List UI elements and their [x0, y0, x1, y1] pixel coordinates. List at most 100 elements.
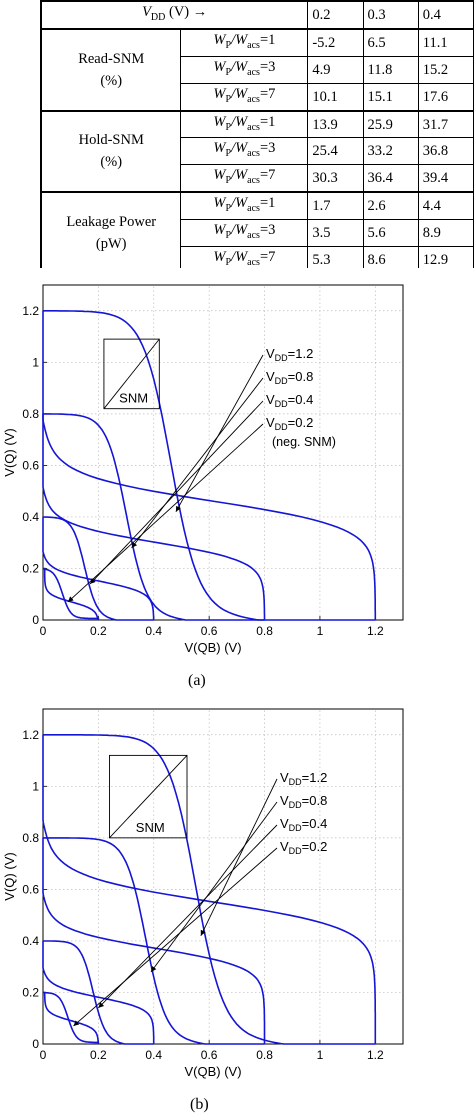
vdd-annotation-label: VDD=0.2 — [266, 415, 313, 432]
ratio-sub-acs: acs — [247, 203, 260, 215]
table-cell: 1.7 — [307, 191, 364, 221]
vdd-annotation-v: V — [280, 770, 289, 785]
x-tick-label: 1 — [317, 624, 324, 638]
table-row: WP/Wacs=3 25.4 33.2 36.8 — [41, 137, 474, 166]
table-cell: 6.5 — [362, 27, 419, 57]
vdd-annotation-value: =0.4 — [288, 392, 314, 407]
ratio-w: W — [213, 140, 226, 157]
x-tick-label: 0.4 — [145, 1048, 162, 1062]
vdd-annotation-value: =0.2 — [302, 839, 328, 854]
table-cell: -5.2 — [307, 27, 364, 57]
vdd-annotation-arrow — [67, 423, 264, 603]
vdd-value-cell: 0.2 — [307, 0, 364, 30]
vdd-annotation-label: VDD=0.4 — [280, 816, 327, 833]
x-tick-label: 0.8 — [256, 624, 273, 638]
vdd-annotation-value: =0.2 — [288, 415, 314, 430]
vdd-annotation-value: =0.8 — [288, 369, 314, 384]
metric-unit: (%) — [100, 154, 123, 171]
vdd-annotation-label: VDD=0.2 — [280, 839, 327, 856]
metric-label-cell: Hold-SNM (%) — [40, 109, 182, 193]
width-ratio-cell: WP/Wacs=3 — [180, 219, 309, 248]
x-tick-label: 1.2 — [367, 624, 384, 638]
y-tick-label: 0.6 — [22, 458, 39, 472]
ratio-w: W — [213, 113, 226, 130]
table-cell: 36.4 — [362, 164, 419, 193]
vdd-header-unit: (V) → — [165, 4, 208, 20]
ratio-value: =7 — [259, 167, 276, 184]
ratio-w: W — [213, 58, 226, 75]
ratio-mid: /W — [231, 113, 248, 130]
ratio-mid: /W — [231, 167, 248, 184]
table-cell: 10.1 — [307, 82, 364, 112]
table-row: WP/Wacs=7 30.3 36.4 39.4 — [41, 164, 474, 193]
table-cell: 4.4 — [417, 191, 474, 221]
ratio-w: W — [213, 31, 226, 48]
vdd-annotation-arrow — [89, 400, 264, 585]
y-tick-label: 0.6 — [22, 882, 39, 896]
butterfly-plot-a: 00 0.2 0.2 0.4 0.4 0.6 0.6 0.8 0.8 1 1 1.2 1.2 V(QB) … — [2, 284, 404, 655]
metric-unit: (pW) — [95, 236, 127, 253]
vtc-curve-forward — [42, 568, 100, 620]
vdd-annotation-arrow — [150, 801, 278, 973]
table-cell: 30.3 — [307, 164, 364, 193]
vdd-annotation-sub: DD — [275, 376, 288, 386]
table-cell: 25.9 — [362, 109, 419, 139]
x-tick-label: 0 — [40, 1048, 47, 1062]
neg-snm-note: (neg. SNM) — [272, 435, 336, 449]
vtc-curve-forward — [43, 991, 100, 1044]
x-tick-label: 0.2 — [90, 624, 107, 638]
metric-label-cell: Read-SNM (%) — [40, 27, 182, 112]
vtc-curve-forward — [43, 516, 154, 621]
metric-name: Leakage Power — [66, 214, 157, 231]
ratio-mid: /W — [231, 85, 248, 102]
y-tick-label: 0 — [32, 1037, 39, 1051]
ratio-w: W — [213, 222, 226, 239]
metric-unit: (%) — [100, 72, 123, 89]
y-tick-label: 1 — [32, 355, 39, 369]
ratio-w: W — [213, 195, 226, 212]
vdd-annotation-v: V — [266, 415, 275, 430]
table-cell: 5.6 — [362, 219, 419, 248]
table-cell: 12.9 — [417, 246, 474, 268]
ratio-sub-p: P — [225, 175, 232, 187]
vdd-value-cell: 0.4 — [417, 0, 474, 30]
table-cell: 2.6 — [362, 191, 419, 221]
vtc-curve-forward — [43, 413, 265, 621]
vtc-curve-forward — [43, 733, 376, 1045]
ratio-mid: /W — [231, 195, 248, 212]
vdd-annotation-v: V — [280, 816, 289, 831]
ratio-mid: /W — [231, 249, 248, 266]
ratio-w: W — [213, 249, 226, 266]
ratio-sub-p: P — [225, 121, 232, 133]
ratio-value: =1 — [259, 113, 276, 130]
ratio-value: =3 — [259, 140, 276, 157]
vdd-header-subscript: DD — [150, 11, 166, 23]
ratio-mid: /W — [231, 31, 248, 48]
ratio-sub-p: P — [225, 93, 232, 105]
table-cell: 33.2 — [362, 137, 419, 166]
vdd-annotation-label: VDD=0.4 — [266, 392, 313, 409]
table-cell: 11.8 — [362, 55, 419, 84]
ratio-value: =3 — [259, 58, 276, 75]
ratio-w: W — [213, 85, 226, 102]
vdd-annotation-arrow — [73, 847, 278, 1027]
x-tick-label: 0.4 — [145, 624, 162, 638]
x-axis-label: V(QB) (V) — [184, 1064, 241, 1079]
vdd-annotation-label: VDD=0.8 — [280, 793, 327, 810]
vtc-curve-mirror — [42, 837, 266, 1044]
table-cell: 36.8 — [417, 137, 474, 166]
ratio-sub-p: P — [225, 66, 232, 78]
width-ratio-cell: WP/Wacs=7 — [180, 82, 309, 112]
vdd-annotation: VDD=0.2 — [67, 415, 313, 603]
x-tick-label: 0.2 — [90, 1048, 107, 1062]
plot-frame — [42, 708, 404, 1045]
vdd-annotation: V DD =1.2 — [175, 346, 314, 512]
vtc-curve-forward — [42, 940, 154, 1045]
table-cell: 8.9 — [417, 219, 474, 248]
vdd-annotation-label: VDD=0.8 — [266, 369, 313, 386]
vdd-annotation-value: =1.2 — [288, 346, 314, 361]
vtc-curve-forward — [43, 309, 376, 621]
vdd-annotation-value: =0.4 — [302, 816, 328, 831]
vtc-curve-mirror — [43, 567, 99, 621]
snm-diagonal — [103, 338, 160, 409]
